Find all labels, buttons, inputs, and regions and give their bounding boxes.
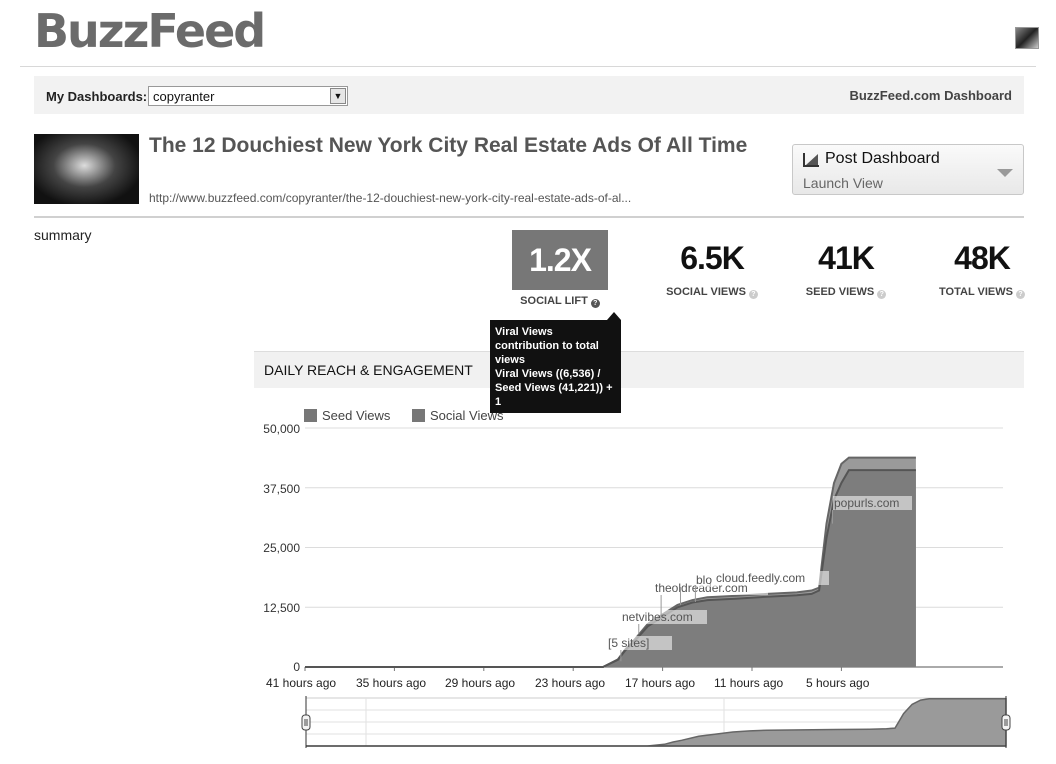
x-tick-label: 35 hours ago bbox=[356, 676, 427, 690]
y-tick-label: 37,500 bbox=[263, 482, 300, 496]
navigator-area bbox=[306, 697, 1007, 747]
legend-label: Social Views bbox=[430, 408, 504, 423]
buzzfeed-logo[interactable]: BuzzFeed bbox=[34, 4, 266, 58]
annotation-bg bbox=[715, 571, 829, 585]
annotation-bg bbox=[621, 610, 707, 624]
annotation-label: [5 sites] bbox=[608, 636, 649, 650]
stat-caption: SOCIAL LIFT bbox=[520, 295, 588, 307]
x-tick-label: 11 hours ago bbox=[714, 676, 784, 690]
post-thumbnail bbox=[34, 134, 139, 204]
legend-item-social[interactable]: Social Views bbox=[412, 408, 503, 423]
dashboard-bar: My Dashboards: copyranter ▼ BuzzFeed.com… bbox=[34, 76, 1024, 114]
y-tick-label: 12,500 bbox=[263, 601, 300, 615]
range-handle[interactable] bbox=[1001, 714, 1011, 731]
help-icon[interactable]: ? bbox=[590, 299, 600, 308]
annotation-bg bbox=[833, 496, 912, 510]
user-avatar[interactable] bbox=[1015, 27, 1039, 49]
annotation-label: netvibes.com bbox=[622, 610, 693, 624]
legend-item-seed[interactable]: Seed Views bbox=[304, 408, 390, 423]
title-divider bbox=[34, 216, 1024, 218]
legend-swatch bbox=[304, 409, 317, 422]
header-divider bbox=[20, 66, 1036, 67]
social-lift-tooltip: Viral Views contribution to total views … bbox=[490, 312, 621, 413]
annotation-bg bbox=[607, 636, 672, 650]
post-url[interactable]: http://www.buzzfeed.com/copyranter/the-1… bbox=[149, 191, 632, 205]
series-seed-area bbox=[305, 470, 916, 667]
stat-value: 48K bbox=[954, 240, 1011, 276]
stat-value: 1.2X bbox=[512, 230, 608, 290]
x-tick-label: 29 hours ago bbox=[445, 676, 516, 690]
stat-caption: SEED VIEWS bbox=[805, 286, 875, 298]
annotation-label: blo bbox=[696, 573, 712, 587]
tooltip-line: Viral Views ((6,536) / Seed Views (41,22… bbox=[495, 368, 613, 408]
x-tick-label: 5 hours ago bbox=[806, 676, 870, 690]
tooltip-line: Viral Views contribution to total views bbox=[495, 326, 599, 366]
stat-caption: SOCIAL VIEWS bbox=[666, 286, 746, 298]
summary-label: summary bbox=[34, 227, 92, 243]
section-title: DAILY REACH & ENGAGEMENT bbox=[264, 362, 473, 378]
range-handle[interactable] bbox=[301, 714, 311, 731]
y-tick-label: 50,000 bbox=[263, 422, 300, 436]
y-tick-label: 0 bbox=[293, 660, 300, 674]
stat-social-lift: 1.2X SOCIAL LIFT? bbox=[505, 230, 615, 308]
annotation-bg bbox=[695, 573, 718, 587]
help-icon[interactable]: ? bbox=[1015, 290, 1025, 299]
post-dashboard-button[interactable]: Post Dashboard Launch View bbox=[792, 144, 1024, 195]
help-icon[interactable]: ? bbox=[748, 290, 758, 299]
help-icon[interactable]: ? bbox=[877, 290, 887, 299]
post-dashboard-title: Post Dashboard bbox=[825, 150, 940, 167]
chart-icon bbox=[803, 153, 819, 167]
annotation-label: popurls.com bbox=[834, 496, 899, 510]
stat-caption: TOTAL VIEWS bbox=[939, 286, 1013, 298]
section-header: DAILY REACH & ENGAGEMENT bbox=[254, 351, 1024, 388]
legend-label: Seed Views bbox=[322, 408, 391, 423]
x-tick-label: 41 hours ago bbox=[266, 676, 337, 690]
x-tick-label: 23 hours ago bbox=[535, 676, 606, 690]
stat-value: 41K bbox=[818, 240, 875, 276]
stat-total-views: 48K TOTAL VIEWS? bbox=[934, 240, 1030, 299]
launch-view-label: Launch View bbox=[803, 175, 883, 191]
stat-value: 6.5K bbox=[680, 240, 745, 276]
buzzfeed-dashboard-link[interactable]: BuzzFeed.com Dashboard bbox=[849, 88, 1012, 103]
stat-social-views: 6.5K SOCIAL VIEWS? bbox=[660, 240, 764, 299]
dashboard-select-value: copyranter bbox=[153, 89, 215, 104]
stat-seed-views: 41K SEED VIEWS? bbox=[800, 240, 892, 299]
chevron-down-icon[interactable]: ▼ bbox=[330, 88, 346, 104]
y-tick-label: 25,000 bbox=[263, 541, 300, 555]
caret-down-icon[interactable] bbox=[997, 169, 1013, 177]
post-title[interactable]: The 12 Douchiest New York City Real Esta… bbox=[149, 134, 748, 157]
my-dashboards-label: My Dashboards: bbox=[46, 89, 148, 104]
legend-swatch bbox=[412, 409, 425, 422]
x-tick-label: 17 hours ago bbox=[625, 676, 696, 690]
annotation-label: cloud.feedly.com bbox=[716, 571, 805, 585]
dashboard-select[interactable]: copyranter ▼ bbox=[148, 86, 348, 106]
